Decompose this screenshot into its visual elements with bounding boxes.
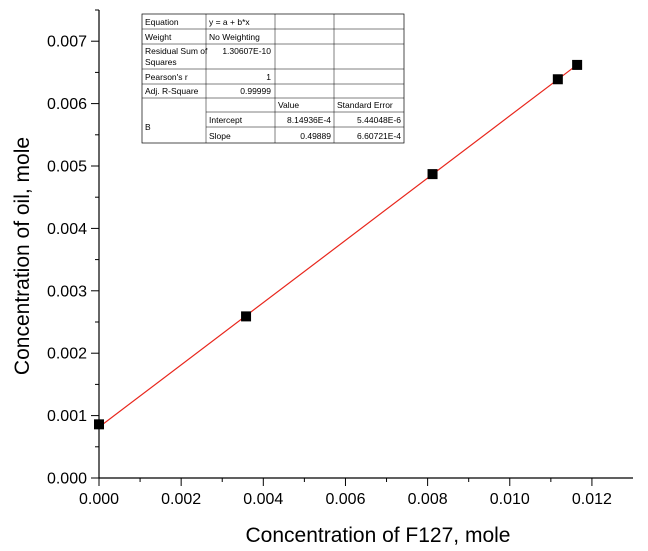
y-tick-label: 0.004 [47, 221, 87, 238]
y-tick-label: 0.002 [47, 346, 87, 363]
data-point [552, 74, 563, 85]
slope-label: Slope [209, 131, 231, 141]
data-point [94, 419, 104, 430]
equation-value: y = a + b*x [209, 17, 250, 27]
rss-value: 1.30607E-10 [222, 46, 271, 56]
y-tick-label: 0.003 [47, 283, 87, 300]
y-axis-title: Concentration of oil, mole [11, 137, 34, 375]
weight-value: No Weighting [209, 32, 260, 42]
se-header: Standard Error [337, 100, 393, 110]
slope-se: 6.60721E-4 [357, 131, 401, 141]
pearson-value: 1 [266, 72, 271, 82]
data-point [427, 169, 438, 180]
data-point [241, 311, 252, 322]
x-tick-label: 0.002 [161, 491, 201, 508]
axes [98, 10, 633, 479]
intercept-label: Intercept [209, 115, 243, 125]
y-tick-label: 0.001 [47, 408, 87, 425]
value-header: Value [278, 100, 299, 110]
fit-table: Equation y = a + b*x Weight No Weighting… [141, 13, 405, 144]
rss-label-line2: Squares [145, 57, 177, 67]
y-tick-label: 0.000 [47, 471, 87, 488]
data-point [572, 59, 583, 70]
adjr2-label: Adj. R-Square [145, 86, 199, 96]
pearson-label: Pearson's r [145, 72, 188, 82]
x-tick-label: 0.006 [325, 491, 365, 508]
y-tick-label: 0.006 [47, 96, 87, 113]
fit-table-border [141, 13, 405, 144]
fit-table-gridlines [142, 14, 404, 143]
x-tick-label: 0.012 [572, 491, 612, 508]
y-tick-label: 0.007 [47, 34, 87, 51]
data-points [94, 59, 583, 430]
equation-label: Equation [145, 17, 179, 27]
x-tick-label: 0.000 [79, 491, 119, 508]
intercept-se: 5.44048E-6 [357, 115, 401, 125]
param-label: B [145, 122, 151, 132]
intercept-value: 8.14936E-4 [287, 115, 331, 125]
x-tick-label: 0.010 [490, 491, 530, 508]
ticks: 0.000 0.002 0.004 0.006 0.008 0.010 0.012 0.000… [47, 9, 612, 508]
x-tick-label: 0.004 [243, 491, 283, 508]
weight-label: Weight [145, 32, 172, 42]
fit-line [98, 62, 580, 428]
slope-value: 0.49889 [300, 131, 331, 141]
x-tick-label: 0.008 [408, 491, 448, 508]
fit-line-layer [98, 62, 580, 428]
rss-label-line1: Residual Sum of [145, 46, 208, 56]
y-tick-label: 0.005 [47, 159, 87, 176]
adjr2-value: 0.99999 [240, 86, 271, 96]
x-axis-title: Concentration of F127, mole [246, 524, 511, 547]
